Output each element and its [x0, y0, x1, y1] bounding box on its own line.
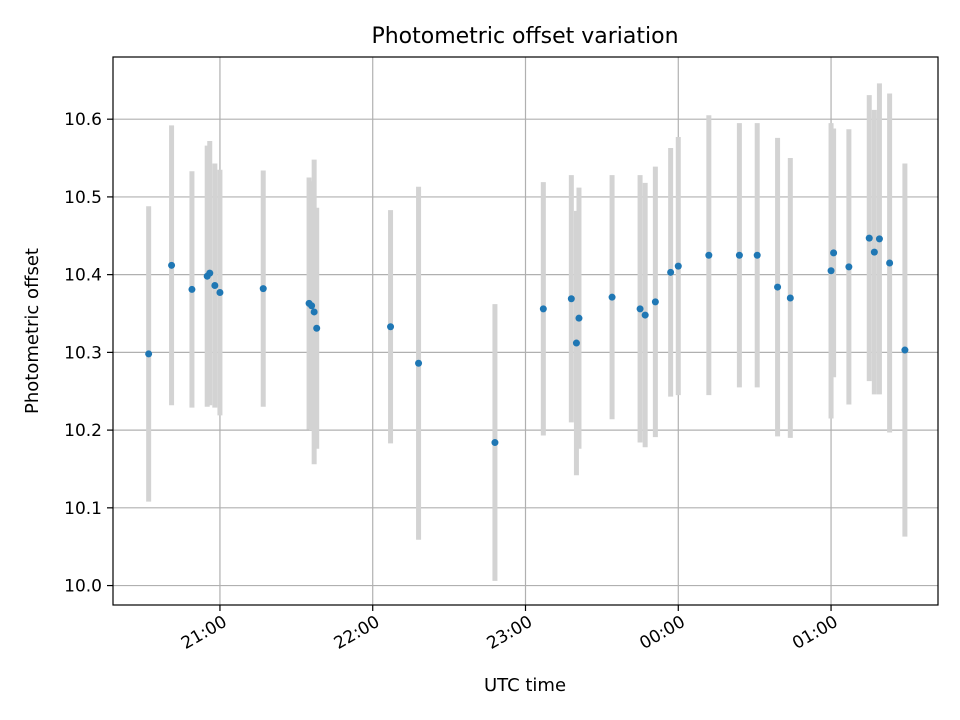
data-point: [753, 251, 761, 259]
y-axis-label: Photometric offset: [22, 248, 43, 414]
data-point: [415, 359, 423, 367]
data-point: [188, 285, 196, 293]
data-point: [575, 314, 583, 322]
data-point: [786, 294, 794, 302]
y-tick-label: 10.0: [64, 577, 102, 597]
data-point: [636, 305, 644, 313]
y-tick-label: 10.6: [64, 110, 102, 130]
data-point: [539, 305, 547, 313]
data-point: [827, 267, 835, 275]
data-point: [168, 261, 176, 269]
y-axis-ticks: 10.0 10.1 10.2 10.3 10.4 10.5 10.6: [64, 110, 113, 597]
data-point: [211, 282, 219, 290]
data-point: [387, 323, 395, 331]
y-tick-label: 10.5: [64, 188, 102, 208]
data-point: [651, 298, 659, 306]
data-point: [674, 262, 682, 270]
data-point: [572, 339, 580, 347]
data-point: [735, 251, 743, 259]
chart-title: Photometric offset variation: [371, 24, 678, 49]
data-point: [216, 289, 224, 297]
data-point: [870, 248, 878, 256]
x-axis-label: UTC time: [484, 675, 566, 696]
data-point: [845, 263, 853, 271]
data-point: [567, 295, 575, 303]
data-point: [310, 308, 318, 316]
data-point: [830, 249, 838, 257]
data-point: [875, 235, 883, 243]
data-point: [491, 439, 499, 447]
data-point: [608, 293, 616, 301]
y-tick-label: 10.3: [64, 343, 102, 363]
data-point: [901, 346, 909, 354]
data-point: [259, 285, 267, 293]
data-point: [667, 268, 675, 276]
data-point: [313, 324, 321, 332]
data-point: [774, 283, 782, 291]
data-point: [705, 251, 713, 259]
data-point: [145, 350, 153, 358]
data-point: [308, 302, 316, 310]
y-tick-label: 10.1: [64, 499, 102, 519]
data-point: [206, 269, 214, 277]
data-point: [865, 234, 873, 242]
y-tick-label: 10.4: [64, 266, 102, 286]
data-points: [145, 234, 909, 447]
y-tick-label: 10.2: [64, 421, 102, 441]
data-point: [641, 311, 649, 319]
data-point: [886, 259, 894, 267]
